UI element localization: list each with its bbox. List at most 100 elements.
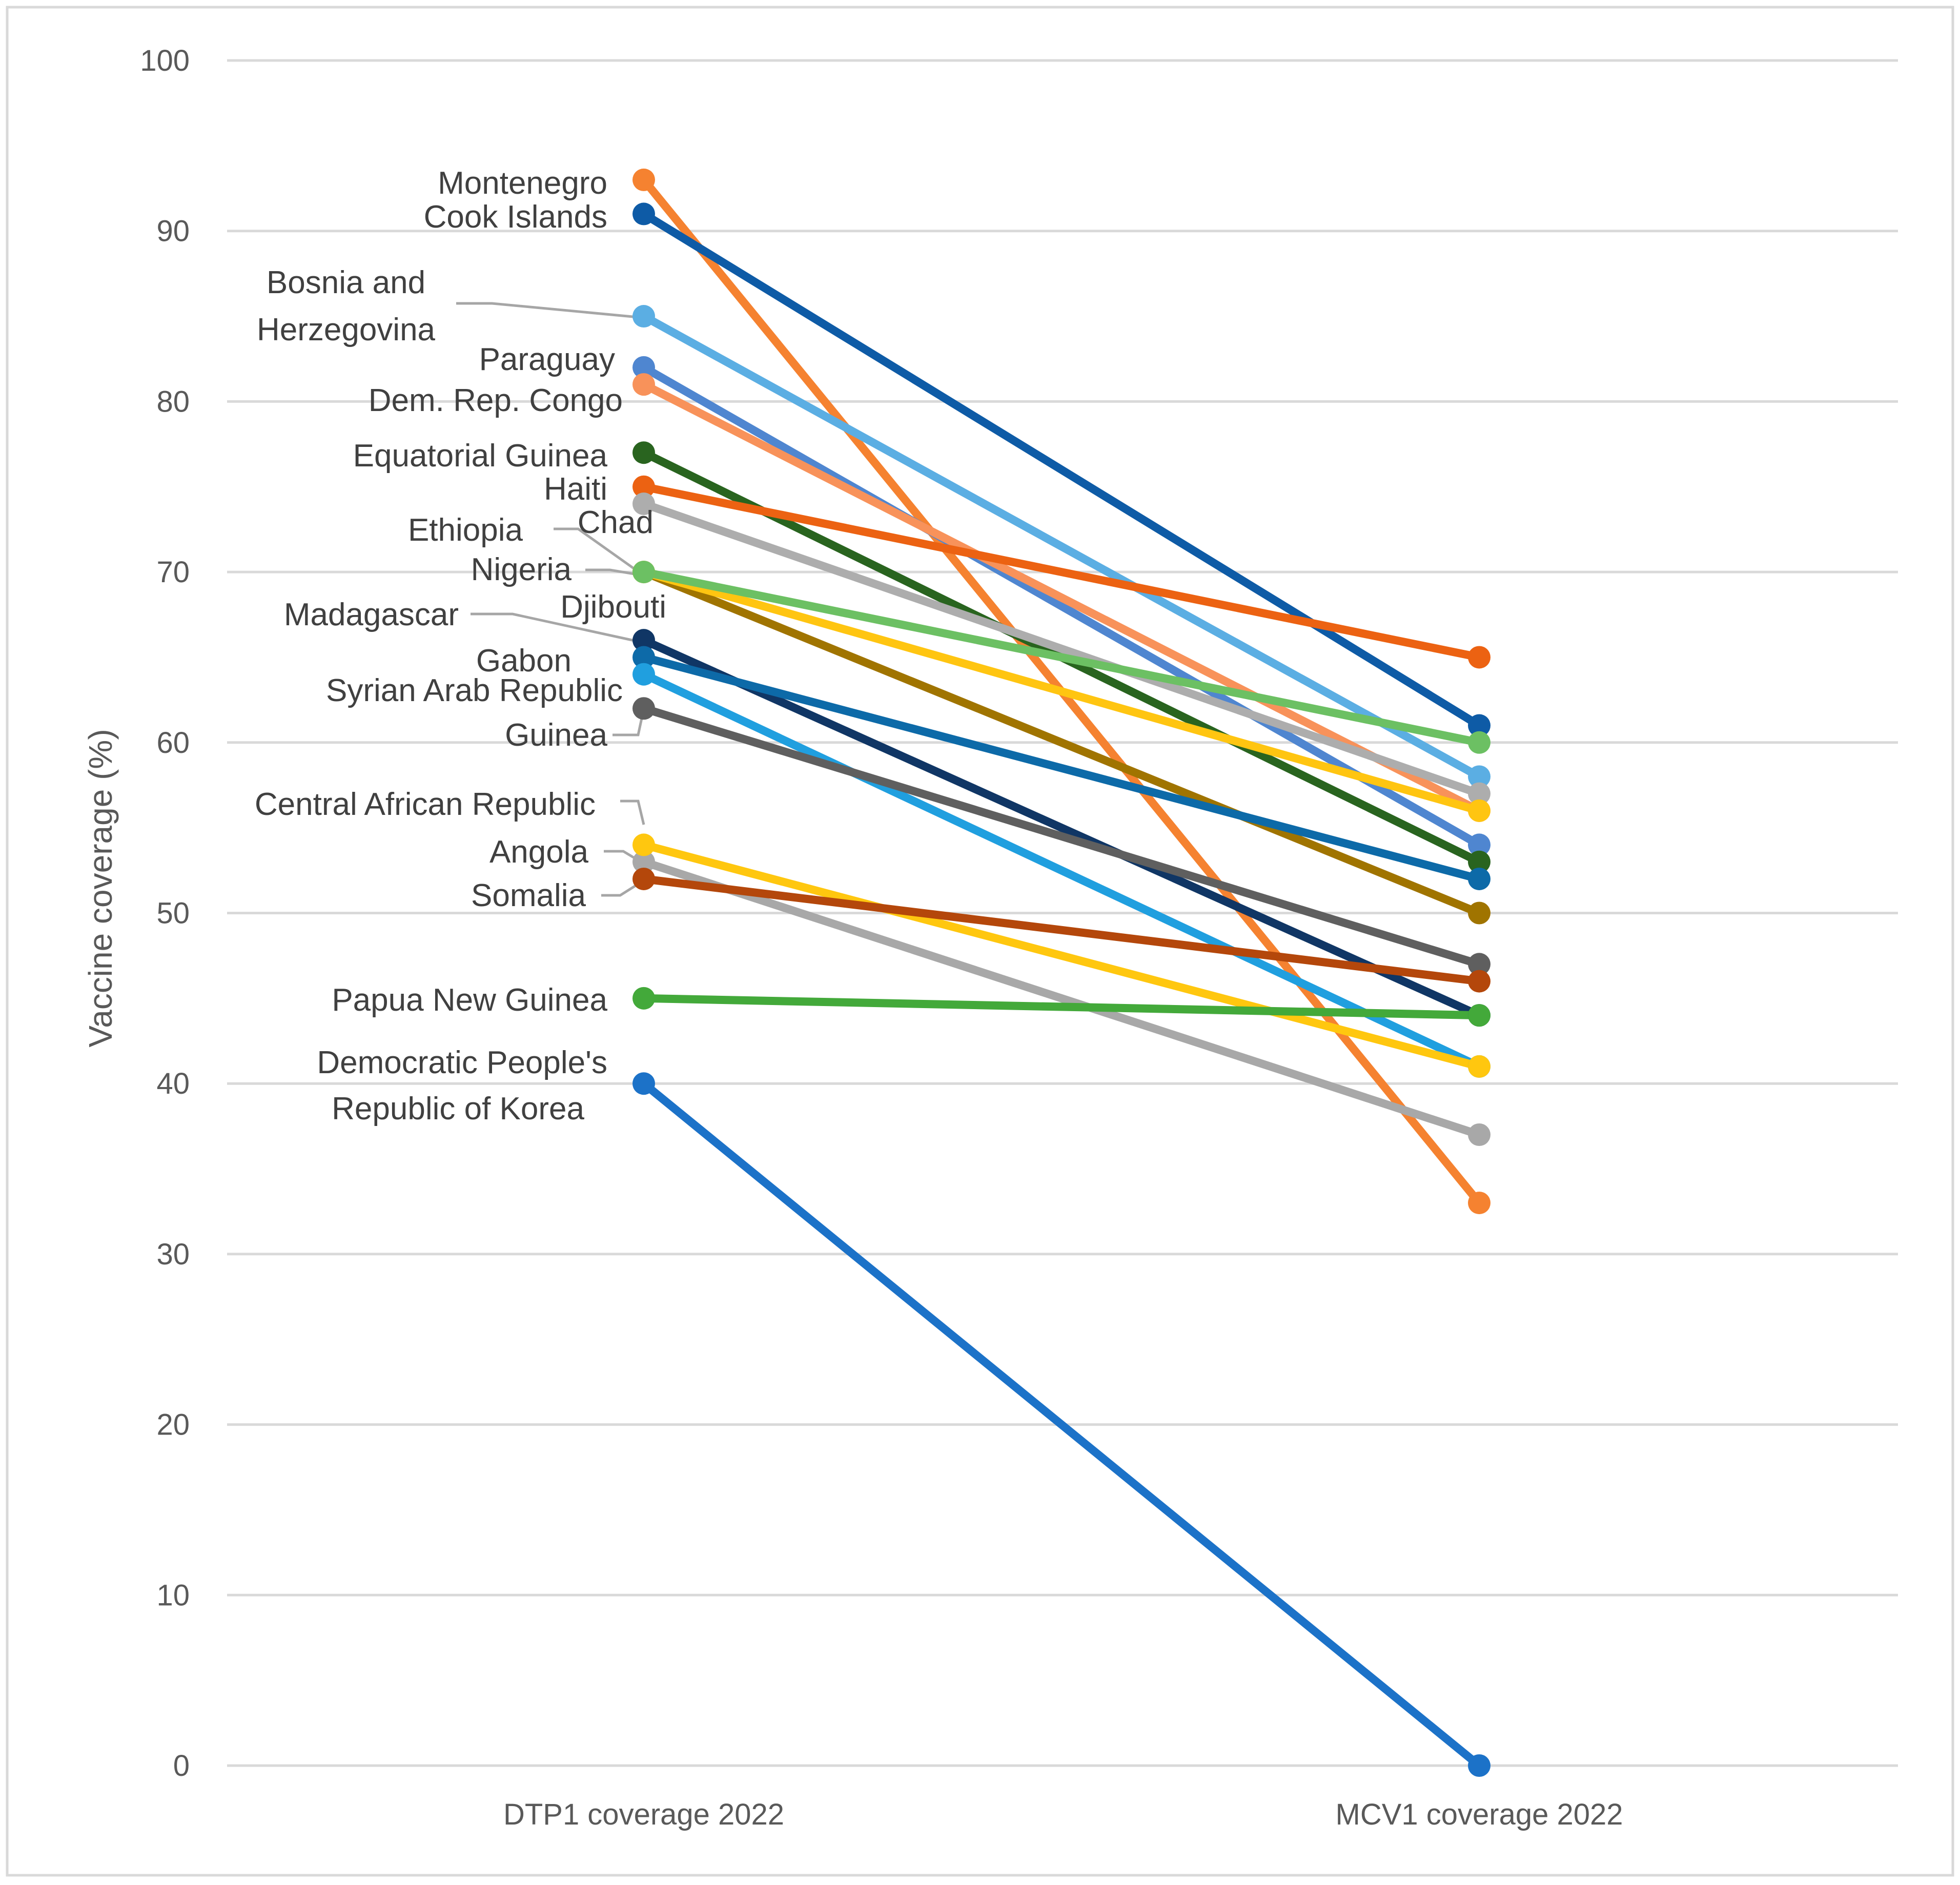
series-line-chad [640,500,1483,798]
x-axis-categories: DTP1 coverage 2022 MCV1 coverage 2022 [503,1798,1623,1831]
country-label-somalia: Somalia [471,878,586,913]
y-tick-label: 60 [156,726,190,760]
country-label-djibouti: Djibouti [560,589,666,625]
point-mcv1-guinea [1468,953,1491,976]
point-dtp1-dem-rep-congo [632,373,655,396]
y-tick-label: 50 [156,897,190,930]
country-label-line: Republic of Korea [332,1091,584,1126]
point-dtp1-cook-islands [632,202,655,226]
y-axis-title: Vaccine coverage (%) [82,729,119,1047]
country-label-nigeria: Nigeria [471,552,572,587]
country-label-paraguay: Paraguay [479,342,615,377]
point-mcv1-cook-islands [1468,714,1491,737]
country-label-dem-rep-congo: Dem. Rep. Congo [369,383,623,418]
series-line-djibouti [640,568,1483,747]
country-label-equatorial-guinea: Equatorial Guinea [353,438,608,474]
country-label-madagascar: Madagascar [284,597,459,632]
point-mcv1-angola [1468,1055,1491,1078]
country-label-guinea: Guinea [505,718,607,753]
point-dtp1-chad [632,493,655,516]
country-label-line: Democratic People's [317,1045,607,1080]
point-mcv1-montenegro [1468,1192,1491,1215]
point-dtp1-syrian-arab-republic [632,663,655,686]
series-line-dem-rep-congo [640,380,1483,815]
point-dtp1-angola [632,833,655,856]
leader-line-madagascar [471,612,644,644]
series-line-somalia [640,874,1483,986]
y-tick-label: 0 [173,1749,190,1782]
series-points [632,168,1491,1777]
point-dtp1-gabon [632,646,655,669]
country-label-democratic-people-s-republic-of-korea: Democratic People's Republic of Korea [317,1045,607,1126]
series-line-paraguay [640,363,1483,849]
country-label-cook-islands: Cook Islands [424,199,607,235]
y-tick-label: 90 [156,215,190,248]
point-dtp1-bosnia-and-herzegovina [632,305,655,328]
point-dtp1-montenegro [632,168,655,191]
series-line-democratic-people-s-republic-of-korea [640,1079,1483,1770]
y-tick-label: 80 [156,385,190,418]
series-line-gabon [640,653,1483,883]
series-lines [640,175,1483,1770]
country-label-line: Herzegovina [257,312,436,347]
point-mcv1-chad [1468,782,1491,805]
point-dtp1-equatorial-guinea [632,441,655,464]
series-line-syrian-arab-republic [640,670,1483,1071]
country-label-ethiopia: Ethiopia [408,513,523,548]
point-mcv1-somalia [1468,970,1491,993]
point-mcv1-ethiopia [1468,901,1491,925]
country-label-bosnia-and-herzegovina: Bosnia and Herzegovina [257,265,436,347]
point-dtp1-djibouti [632,561,655,584]
point-mcv1-papua-new-guinea [1468,1004,1491,1027]
y-tick-label: 10 [156,1579,190,1612]
point-dtp1-papua-new-guinea [632,987,655,1010]
series-line-madagascar [640,636,1483,1020]
country-label-montenegro: Montenegro [438,166,607,201]
x-category-label: DTP1 coverage 2022 [503,1798,784,1831]
point-mcv1-gabon [1468,867,1491,890]
point-dtp1-somalia [632,867,655,890]
point-mcv1-nigeria [1468,799,1491,822]
point-dtp1-madagascar [632,629,655,652]
leader-line-ethiopia [554,527,645,577]
y-tick-label: 100 [140,44,190,77]
series-line-guinea [640,704,1483,969]
y-tick-label: 20 [156,1408,190,1442]
series-line-central-african-republic [640,857,1483,1139]
point-dtp1-guinea [632,697,655,720]
leader-line-bosnia-and-herzegovina [456,302,644,319]
country-label-gabon: Gabon [476,643,571,679]
country-label-central-african-republic: Central African Republic [255,787,596,822]
series-line-haiti [640,482,1483,662]
point-dtp1-paraguay [632,356,655,379]
point-mcv1-haiti [1468,646,1491,669]
country-label-syrian-arab-republic: Syrian Arab Republic [326,673,623,708]
country-label-line: Bosnia and [267,265,425,300]
y-tick-label: 70 [156,556,190,589]
series-line-ethiopia [640,568,1483,917]
gridlines [227,59,1898,1767]
point-dtp1-haiti [632,475,655,498]
series-line-angola [640,841,1483,1071]
country-label-chad: Chad [578,505,654,540]
point-mcv1-central-african-republic [1468,1123,1491,1146]
point-dtp1-democratic-people-s-republic-of-korea [632,1072,655,1095]
x-category-label: MCV1 coverage 2022 [1336,1798,1623,1831]
point-mcv1-democratic-people-s-republic-of-korea [1468,1754,1491,1777]
leader-line-nigeria [585,568,644,577]
chart-border [6,6,1954,1877]
y-axis-ticks: 0 10 20 30 40 50 60 70 80 90 100 [140,44,190,1782]
y-tick-label: 30 [156,1238,190,1271]
point-dtp1-central-african-republic [632,850,655,873]
series-line-cook-islands [640,210,1483,730]
series-line-bosnia-and-herzegovina [640,312,1483,781]
country-label-papua-new-guinea: Papua New Guinea [332,982,607,1018]
point-mcv1-bosnia-and-herzegovina [1468,765,1491,788]
point-mcv1-equatorial-guinea [1468,850,1491,873]
point-mcv1-paraguay [1468,833,1491,856]
country-label-haiti: Haiti [544,472,607,507]
series-line-nigeria [640,568,1483,815]
